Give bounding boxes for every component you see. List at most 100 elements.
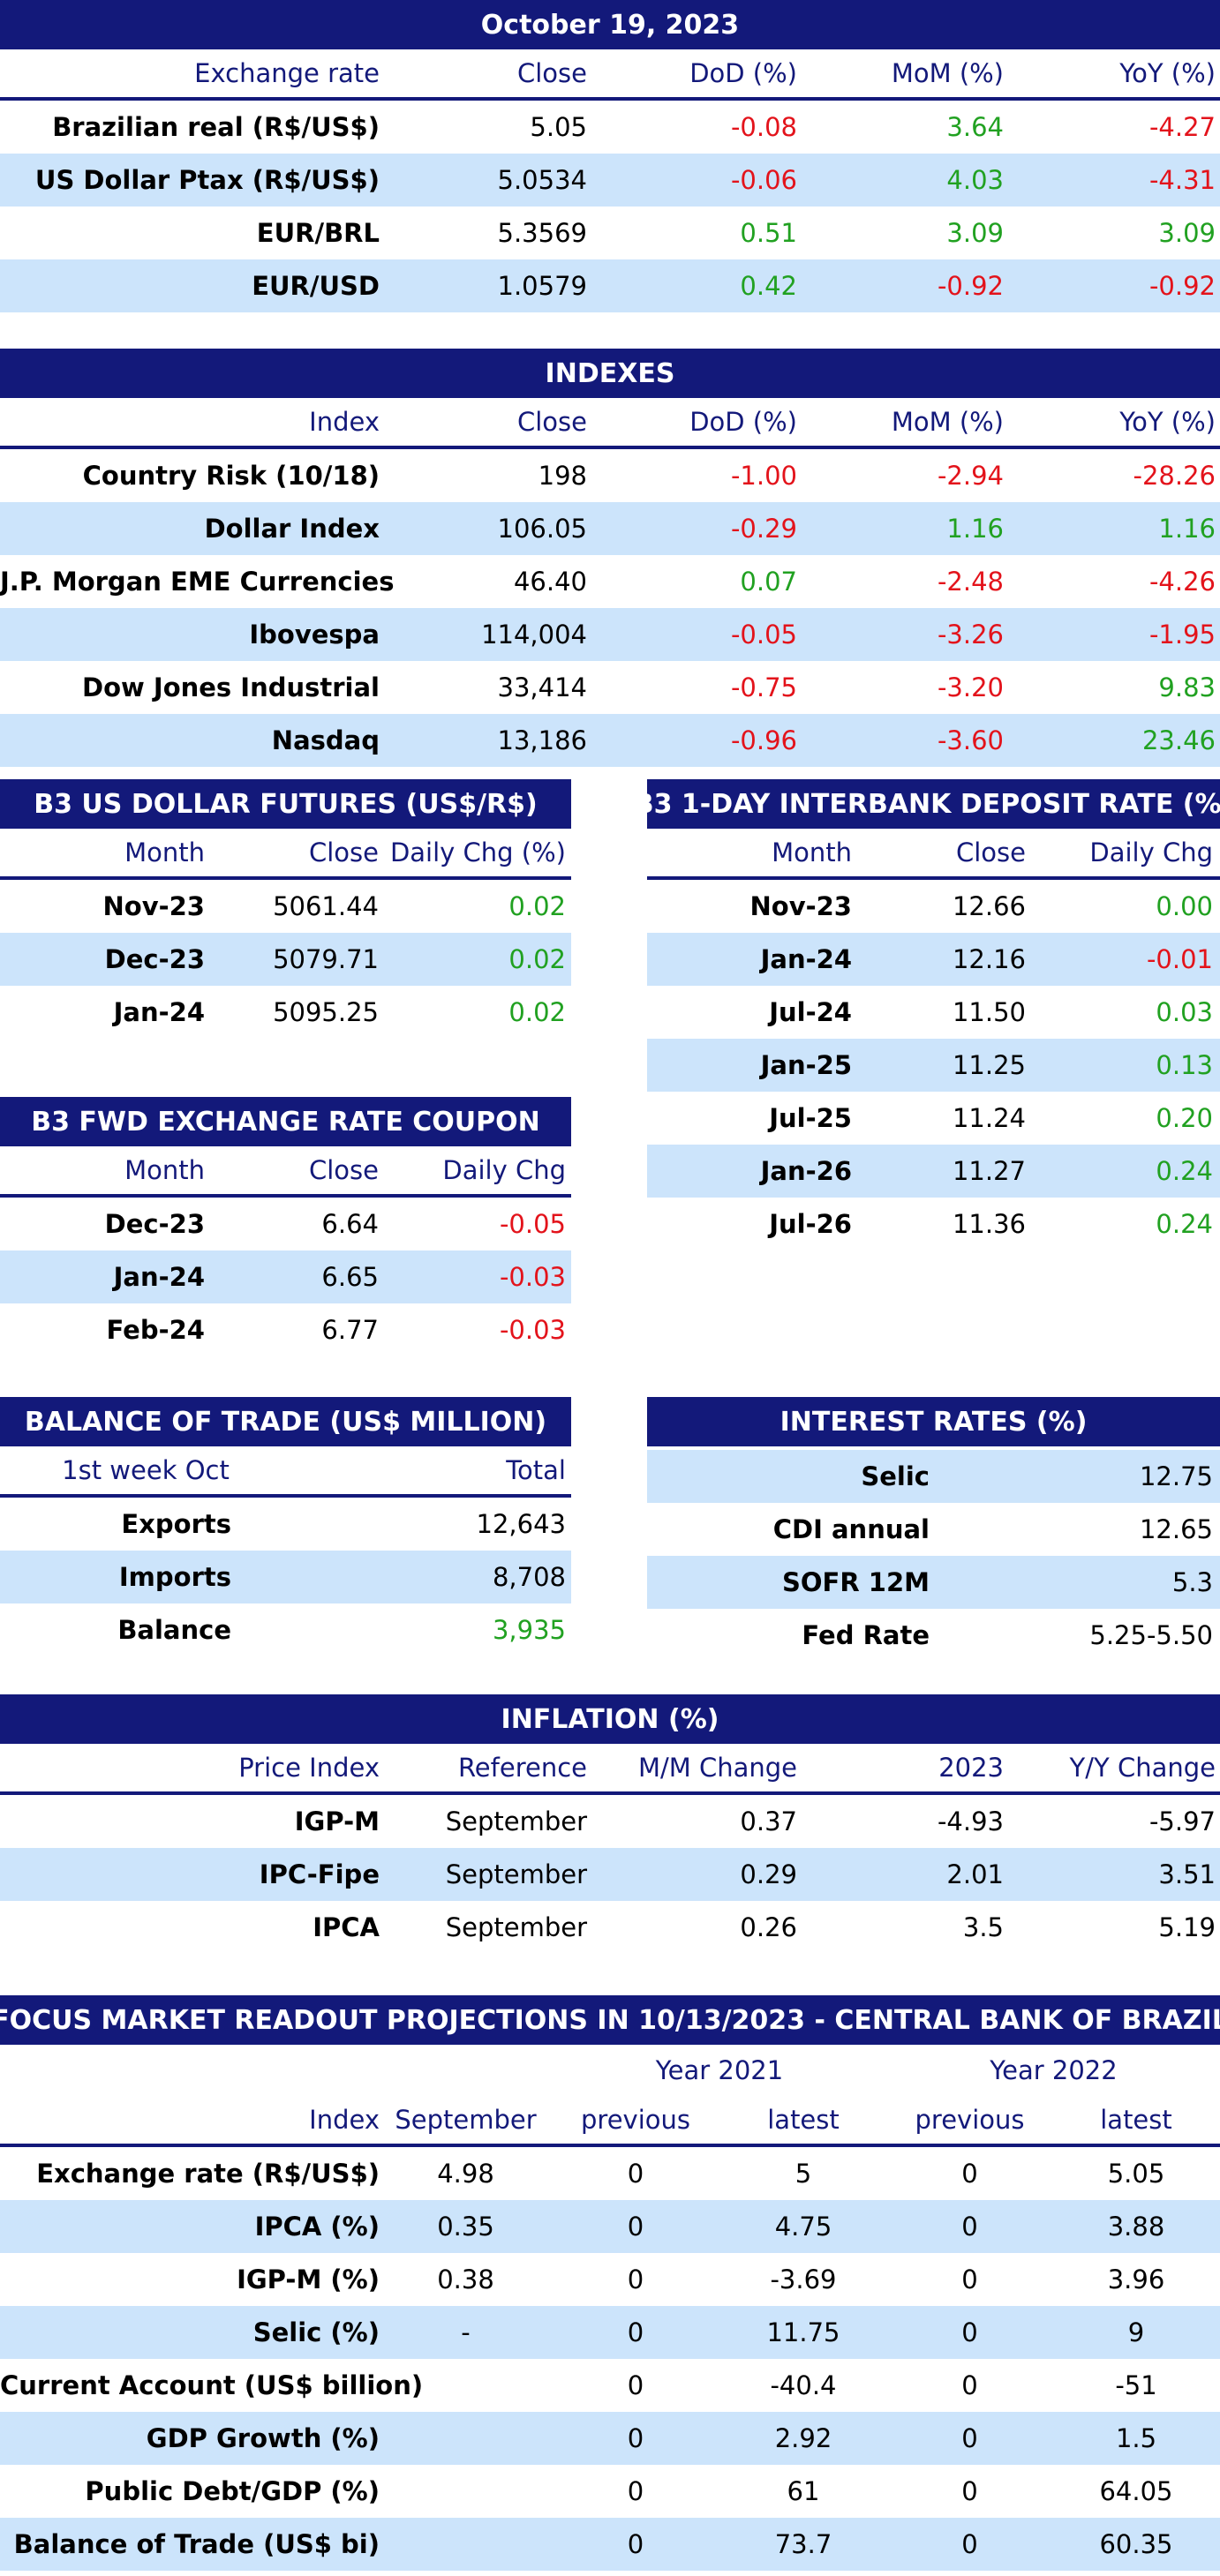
- cell-yoy: -28.26: [1133, 461, 1216, 491]
- cell-yoy: 3.09: [1158, 218, 1216, 248]
- cell-l2: -51: [1115, 2370, 1157, 2400]
- cell-close: 5095.25: [273, 997, 379, 1027]
- cell-dod: -1.00: [730, 461, 797, 491]
- table-row: Exchange rate (R$/US$) 4.98 0 5 0 5.05: [0, 2147, 1220, 2200]
- trade-table: BALANCE OF TRADE (US$ MILLION) 1st week …: [0, 1397, 571, 1656]
- cell-l1: 11.75: [766, 2317, 840, 2347]
- fwd-coupon-title: B3 FWD EXCHANGE RATE COUPON: [0, 1097, 571, 1146]
- cell-l2: 5.05: [1107, 2159, 1165, 2189]
- col-header-price-index: Price Index: [238, 1753, 380, 1783]
- table-row: EUR/BRL 5.3569 0.51 3.09 3.09: [0, 207, 1220, 259]
- table-row: IGP-M (%) 0.38 0 -3.69 0 3.96: [0, 2253, 1220, 2306]
- table-row: IPCA September 0.26 3.5 5.19: [0, 1901, 1220, 1954]
- cell-mom: -3.20: [937, 672, 1004, 702]
- cell-close: 6.64: [321, 1209, 379, 1239]
- cell-l1: 4.75: [774, 2212, 832, 2242]
- cell-p2: 0: [961, 2476, 978, 2506]
- col-header-close: Close: [956, 837, 1026, 867]
- cell-mom: 1.16: [946, 514, 1004, 544]
- cell-ytd: 2.01: [946, 1859, 1004, 1889]
- table-row: SOFR 12M 5.3: [647, 1556, 1220, 1609]
- cell-month: Jul-24: [769, 997, 852, 1027]
- cell-sep: 4.98: [437, 2159, 494, 2189]
- cell-label: Dow Jones Industrial: [82, 672, 380, 702]
- table-row: Exports 12,643: [0, 1498, 571, 1551]
- cell-dod: -0.96: [730, 725, 797, 755]
- cell-p2: 0: [961, 2212, 978, 2242]
- cell-l1: 2.92: [774, 2423, 832, 2453]
- cell-dod: 0.07: [740, 567, 797, 597]
- table-row: Jan-24 6.65 -0.03: [0, 1250, 571, 1303]
- col-header-total: Total: [506, 1455, 566, 1485]
- table-row: Ibovespa 114,004 -0.05 -3.26 -1.95: [0, 608, 1220, 661]
- cell-yoy: -4.27: [1148, 112, 1216, 142]
- cell-label: Country Risk (10/18): [82, 461, 380, 491]
- cell-value: 8,708: [492, 1562, 566, 1592]
- cell-label: Imports: [118, 1562, 231, 1592]
- usd-futures-rows: Nov-23 5061.44 0.02 Dec-23 5079.71 0.02 Jan-24…: [0, 880, 571, 1039]
- cell-mom: 4.03: [946, 165, 1004, 195]
- cell-close: 5.3569: [497, 218, 587, 248]
- interest-rates-title: INTEREST RATES (%): [647, 1397, 1220, 1446]
- table-row: Balance of Trade (US$ bi) 0 73.7 0 60.35: [0, 2518, 1220, 2571]
- cell-mom: -2.94: [937, 461, 1004, 491]
- table-row: IPCA (%) 0.35 0 4.75 0 3.88: [0, 2200, 1220, 2253]
- table-row: Dec-23 6.64 -0.05: [0, 1198, 571, 1250]
- cell-label: Public Debt/GDP (%): [85, 2476, 380, 2506]
- usd-futures-header: Month Close Daily Chg (%): [0, 829, 571, 880]
- cell-close: 11.24: [952, 1103, 1026, 1133]
- col-header-previous-2021: previous: [581, 2105, 690, 2135]
- cell-value: 12.75: [1139, 1461, 1213, 1491]
- cell-l2: 60.35: [1099, 2529, 1173, 2559]
- cell-close: 11.25: [952, 1050, 1026, 1080]
- cell-p2: 0: [961, 2529, 978, 2559]
- di-rate-table: B3 1-DAY INTERBANK DEPOSIT RATE (%) Mont…: [634, 779, 1220, 1250]
- cell-ref: September: [445, 1806, 587, 1836]
- table-row: Public Debt/GDP (%) 0 61 0 64.05: [0, 2465, 1220, 2518]
- cell-label: IPCA (%): [254, 2212, 380, 2242]
- cell-month: Nov-23: [102, 891, 206, 921]
- focus-title: FOCUS MARKET READOUT PROJECTIONS IN 10/1…: [0, 1995, 1220, 2045]
- interest-rates-rows: Selic 12.75 CDI annual 12.65 SOFR 12M 5.3 Fed …: [647, 1450, 1220, 1662]
- col-header-dod: DoD (%): [689, 407, 797, 437]
- cell-ref: September: [445, 1912, 587, 1942]
- cell-l1: 61: [787, 2476, 820, 2506]
- cell-close: 5079.71: [273, 944, 379, 974]
- cell-month: Jan-24: [760, 944, 852, 974]
- inflation-header: Price Index Reference M/M Change 2023 Y/…: [0, 1744, 1220, 1795]
- cell-chg: 0.00: [1156, 891, 1213, 921]
- col-header-mom: MoM (%): [891, 407, 1004, 437]
- col-header-exchange-rate: Exchange rate: [194, 58, 380, 88]
- di-rate-header: Month Close Daily Chg: [647, 829, 1220, 880]
- cell-month: Jul-25: [769, 1103, 852, 1133]
- usd-futures-title: B3 US DOLLAR FUTURES (US$/R$): [0, 779, 571, 829]
- cell-label: Balance: [117, 1615, 231, 1645]
- cell-p2: 0: [961, 2159, 978, 2189]
- cell-label: IGP-M (%): [237, 2264, 380, 2294]
- inflation-table: INFLATION (%) Price Index Reference M/M …: [0, 1694, 1220, 1954]
- cell-mm: 0.29: [740, 1859, 797, 1889]
- table-row: CDI annual 12.65: [647, 1503, 1220, 1556]
- cell-label: Nasdaq: [271, 725, 380, 755]
- col-header-latest-2022: latest: [1100, 2105, 1172, 2135]
- cell-chg: -0.03: [499, 1315, 566, 1345]
- cell-sep: -: [461, 2317, 471, 2347]
- focus-year-header: Year 2021 Year 2022: [0, 2045, 1220, 2096]
- fwd-coupon-rows: Dec-23 6.64 -0.05 Jan-24 6.65 -0.03 Feb-24 6.77…: [0, 1198, 571, 1356]
- col-header-latest-2021: latest: [767, 2105, 840, 2135]
- cell-value: 5.25-5.50: [1089, 1620, 1213, 1650]
- table-row: Dollar Index 106.05 -0.29 1.16 1.16: [0, 502, 1220, 555]
- cell-month: Jul-26: [769, 1209, 852, 1239]
- col-header-reference: Reference: [457, 1753, 587, 1783]
- cell-close: 13,186: [497, 725, 587, 755]
- table-row: Jan-25 11.25 0.13: [647, 1039, 1220, 1092]
- inflation-title: INFLATION (%): [0, 1694, 1220, 1744]
- cell-l2: 1.5: [1115, 2423, 1157, 2453]
- cell-chg: 0.03: [1156, 997, 1213, 1027]
- cell-label: J.P. Morgan EME Currencies: [0, 567, 395, 597]
- cell-chg: 0.02: [508, 997, 566, 1027]
- cell-label: Exchange rate (R$/US$): [36, 2159, 380, 2189]
- cell-ytd: -4.93: [937, 1806, 1004, 1836]
- cell-p2: 0: [961, 2423, 978, 2453]
- col-header-month: Month: [124, 837, 205, 867]
